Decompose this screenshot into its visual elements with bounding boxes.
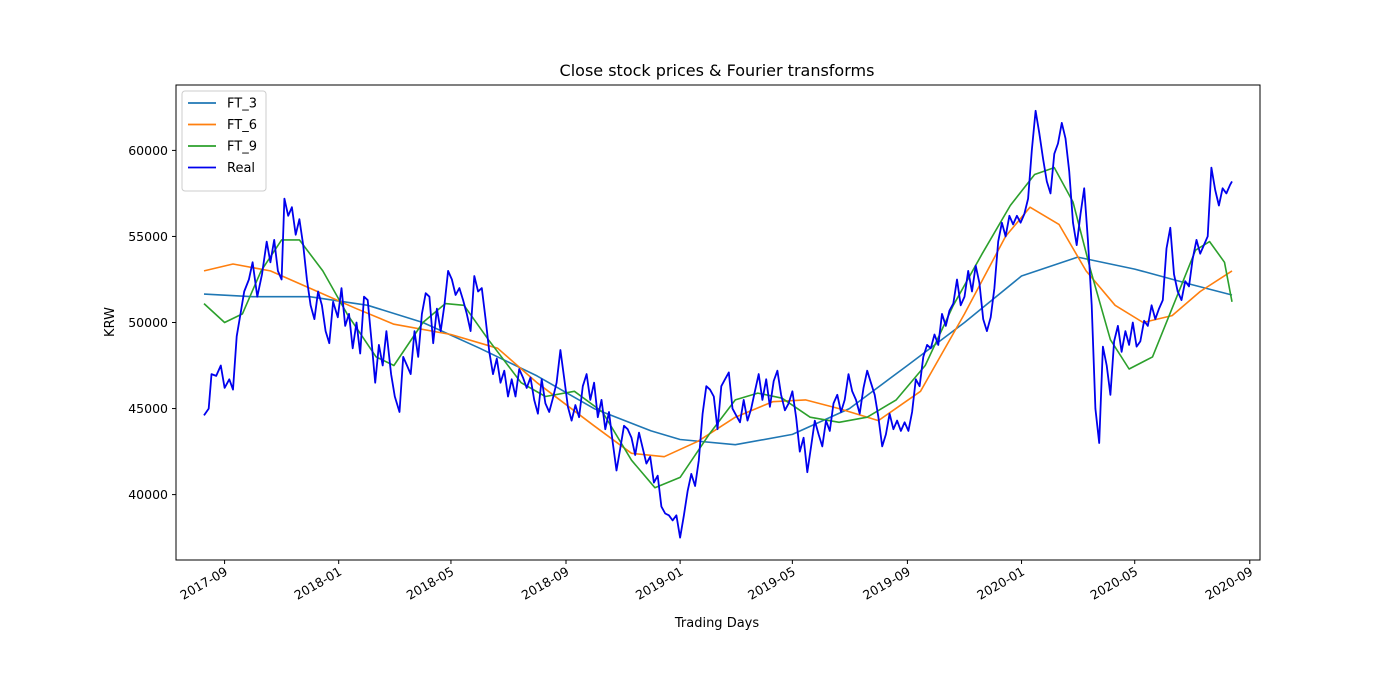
legend-label: FT_3 <box>227 97 257 112</box>
series-line-ft-9 <box>203 166 1233 489</box>
y-axis: 40000 45000 50000 55000 60000 <box>128 143 176 502</box>
series-line-ft-6 <box>203 206 1233 458</box>
x-tick-label: 2020-09 <box>1203 564 1256 603</box>
plot-lines <box>203 109 1233 539</box>
y-tick-label: 45000 <box>128 401 168 416</box>
y-axis-label: KRW <box>103 307 118 337</box>
x-axis: 2017-09 2018-01 2018-05 2018-09 2019-01 2019-… <box>177 560 1255 603</box>
plot-frame <box>175 84 1261 561</box>
x-tick-label: 2018-01 <box>291 564 344 603</box>
x-tick-label: 2019-09 <box>860 564 913 603</box>
x-tick-label: 2019-01 <box>633 564 686 603</box>
legend-label: FT_9 <box>227 140 257 155</box>
chart-title: Close stock prices & Fourier transforms <box>560 61 875 80</box>
y-tick-label: 50000 <box>128 315 168 330</box>
legend-box <box>181 90 267 192</box>
x-tick-label: 2018-09 <box>519 564 572 603</box>
legend-label: Real <box>227 161 255 176</box>
y-tick-label: 60000 <box>128 143 168 158</box>
x-tick-label: 2017-09 <box>177 564 230 603</box>
series-line-ft-3 <box>203 256 1233 446</box>
y-tick-label: 40000 <box>128 487 168 502</box>
series-line-real <box>203 109 1233 539</box>
legend-label: FT_6 <box>227 118 257 133</box>
x-axis-label: Trading Days <box>674 616 759 631</box>
x-tick-label: 2020-05 <box>1087 564 1140 603</box>
legend: FT_3 FT_6 FT_9 Real <box>181 90 267 192</box>
x-tick-label: 2019-05 <box>745 564 798 603</box>
x-tick-label: 2018-05 <box>404 564 457 603</box>
x-tick-label: 2020-01 <box>974 564 1027 603</box>
y-tick-label: 55000 <box>128 229 168 244</box>
